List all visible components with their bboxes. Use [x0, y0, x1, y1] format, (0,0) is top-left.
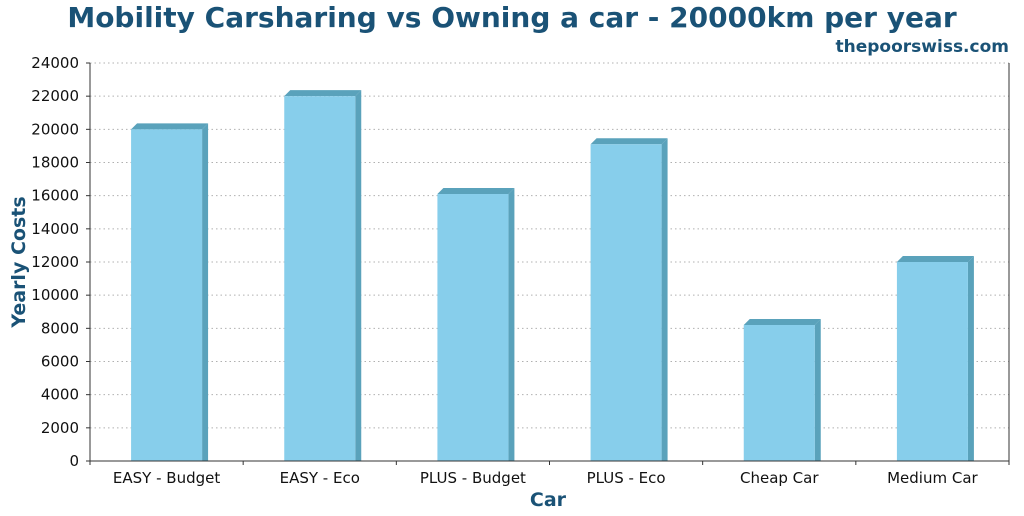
y-tick-label: 22000	[31, 87, 79, 105]
x-tick-label: PLUS - Eco	[587, 469, 666, 487]
bar-2	[437, 188, 515, 461]
bar-front	[131, 129, 203, 462]
y-tick-label: 16000	[31, 187, 79, 205]
bar-top	[743, 319, 821, 326]
bar-side	[967, 256, 974, 461]
y-tick-label: 2000	[41, 419, 79, 437]
bar-top	[437, 188, 515, 195]
y-tick-label: 6000	[41, 353, 79, 371]
tick-labels: 0 2000 4000 6000 8000 10000 12000 14000 16000 180…	[31, 54, 978, 487]
x-tick-label: Cheap Car	[740, 469, 819, 487]
y-tick-label: 24000	[31, 54, 79, 72]
y-tick-label: 4000	[41, 386, 79, 404]
y-tick-label: 0	[69, 452, 79, 470]
bar-front	[437, 194, 509, 461]
axes	[86, 62, 1010, 465]
bar-4	[743, 319, 821, 461]
bar-side	[202, 123, 209, 461]
bar-front	[284, 96, 356, 462]
bar-front	[896, 262, 968, 461]
bar-front	[743, 325, 815, 461]
bar-side	[814, 319, 821, 461]
x-tick-label: EASY - Eco	[280, 469, 360, 487]
bar-top	[131, 123, 209, 130]
y-tick-label: 8000	[41, 319, 79, 337]
bar-5	[896, 256, 974, 461]
bar-0	[131, 123, 209, 462]
y-tick-label: 10000	[31, 286, 79, 304]
bar-side	[508, 188, 515, 461]
bar-top	[284, 90, 362, 97]
bar-side	[355, 90, 362, 462]
y-tick-label: 20000	[31, 120, 79, 138]
y-tick-label: 18000	[31, 154, 79, 172]
bar-1	[284, 90, 362, 462]
bars	[131, 90, 974, 462]
gridlines	[90, 62, 1009, 429]
x-tick-label: EASY - Budget	[113, 469, 220, 487]
chart-subtitle: thepoorswiss.com	[836, 37, 1010, 57]
y-axis-title: Yearly Costs	[8, 196, 30, 328]
bar-top	[590, 138, 668, 145]
x-axis-title: Car	[530, 489, 567, 511]
y-tick-label: 12000	[31, 253, 79, 271]
chart-title: Mobility Carsharing vs Owning a car - 20…	[67, 1, 957, 34]
y-tick-label: 14000	[31, 220, 79, 238]
x-tick-label: Medium Car	[887, 469, 978, 487]
x-tick-label: PLUS - Budget	[420, 469, 526, 487]
bar-front	[590, 144, 662, 461]
bar-top	[896, 256, 974, 262]
bar-3	[590, 138, 668, 461]
bar-side	[661, 138, 668, 461]
